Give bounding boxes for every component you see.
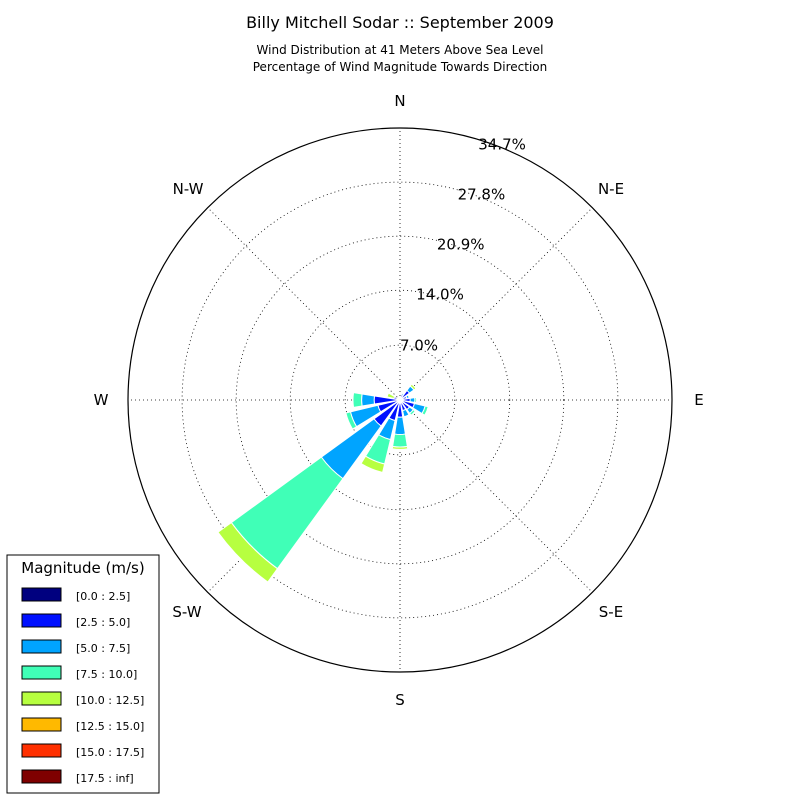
direction-label-s: S xyxy=(395,691,405,709)
legend-label: [17.5 : inf] xyxy=(76,772,134,785)
wind-rose-bars xyxy=(217,383,429,583)
direction-label-se: S-E xyxy=(599,603,623,621)
wind-bar-segment xyxy=(421,405,429,416)
legend-label: [12.5 : 15.0] xyxy=(76,720,144,733)
legend-items: [0.0 : 2.5] [2.5 : 5.0] [5.0 : 7.5] [7.5 : … xyxy=(21,587,144,785)
direction-label-e: E xyxy=(694,391,703,409)
legend-label: [2.5 : 5.0] xyxy=(76,616,130,629)
wind-bar-segment xyxy=(409,383,417,391)
polar-grid xyxy=(128,128,672,672)
chart-subtitle-line1: Wind Distribution at 41 Meters Above Sea… xyxy=(257,43,544,57)
legend-swatch xyxy=(21,639,62,654)
wind-bar-segment xyxy=(414,396,417,404)
wind-bar-segment xyxy=(398,397,401,401)
grid-spoke-45 xyxy=(399,207,593,401)
wind-bar-segment xyxy=(352,392,363,408)
radial-tick-label: 7.0% xyxy=(400,336,438,354)
grid-circle-3 xyxy=(235,235,565,565)
legend-swatch xyxy=(21,717,62,732)
wind-bar-segment xyxy=(391,445,409,450)
wind-bar-segment xyxy=(360,455,386,474)
wind-bar-segment xyxy=(400,392,405,397)
radial-tick-label: 14.0% xyxy=(416,286,464,304)
wind-bar-segment xyxy=(361,393,376,407)
legend-swatch xyxy=(21,769,62,784)
radial-tick-label: 20.9% xyxy=(437,236,485,254)
legend-swatch xyxy=(21,665,62,680)
radial-tick-label: 27.8% xyxy=(458,186,506,204)
direction-label-n: N xyxy=(394,92,405,110)
legend-label: [7.5 : 10.0] xyxy=(76,668,137,681)
legend-swatch xyxy=(21,691,62,706)
wind-bar-segment xyxy=(392,433,408,448)
grid-circle-2 xyxy=(289,289,511,511)
wind-bar-segment xyxy=(408,408,416,416)
legend-swatch xyxy=(21,587,62,602)
wind-bar-segment xyxy=(394,416,406,435)
legend-label: [5.0 : 7.5] xyxy=(76,642,130,655)
direction-label-nw: N-W xyxy=(173,180,204,198)
wind-bar-segment xyxy=(386,392,396,400)
wind-bar-segment xyxy=(217,521,279,583)
grid-spoke-135 xyxy=(399,399,593,593)
radial-tick-labels: 7.0% 14.0% 20.9% 27.8% 34.7% xyxy=(400,136,526,355)
legend-title: Magnitude (m/s) xyxy=(21,559,144,577)
legend: Magnitude (m/s) [0.0 : 2.5] [2.5 : 5.0] [5… xyxy=(6,554,160,794)
wind-bar-segment xyxy=(409,397,416,403)
direction-label-w: W xyxy=(94,391,109,409)
grid-circle-1 xyxy=(344,344,456,456)
grid-spoke-315 xyxy=(207,207,401,401)
direction-label-sw: S-W xyxy=(172,603,201,621)
legend-label: [15.0 : 17.5] xyxy=(76,746,144,759)
legend-swatch xyxy=(21,743,62,758)
wind-bar-segment xyxy=(345,411,358,430)
polar-frame xyxy=(127,127,673,673)
legend-label: [10.0 : 12.5] xyxy=(76,694,144,707)
direction-label-ne: N-E xyxy=(598,180,624,198)
legend-swatch xyxy=(21,613,62,628)
chart-title: Billy Mitchell Sodar :: September 2009 xyxy=(246,13,554,32)
chart-subtitle-line2: Percentage of Wind Magnitude Towards Dir… xyxy=(253,60,547,74)
wind-bar-segment xyxy=(405,394,410,399)
grid-circle-4 xyxy=(181,181,619,619)
radial-tick-label: 34.7% xyxy=(478,136,526,154)
wind-bar-segment xyxy=(401,408,410,418)
legend-label: [0.0 : 2.5] xyxy=(76,590,130,603)
